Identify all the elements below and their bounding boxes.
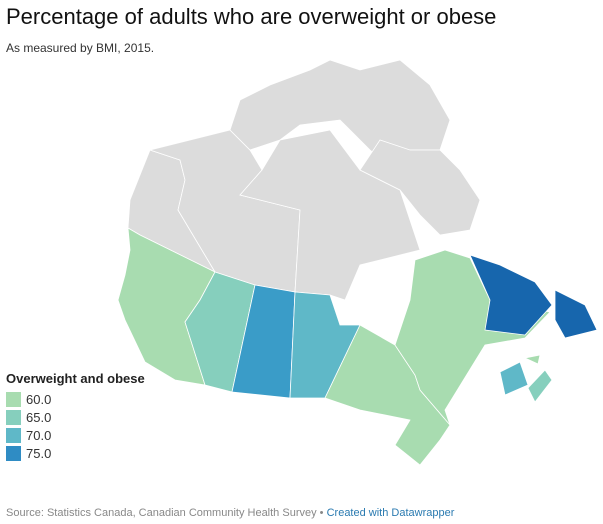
legend-swatch xyxy=(6,409,21,425)
legend-swatch xyxy=(6,391,21,407)
region-baffin-island[interactable] xyxy=(359,139,481,236)
source-text: Source: Statistics Canada, Canadian Comm… xyxy=(6,507,317,519)
legend-item: 70.0 xyxy=(6,426,145,444)
region-new-brunswick[interactable] xyxy=(499,361,529,396)
legend-swatch xyxy=(6,445,21,461)
legend-item: 75.0 xyxy=(6,444,145,462)
region-nova-scotia[interactable] xyxy=(527,369,553,403)
datawrapper-link[interactable]: Created with Datawrapper xyxy=(326,507,455,519)
chart-subtitle: As measured by BMI, 2015. xyxy=(6,41,155,55)
separator: • xyxy=(319,507,324,519)
legend-swatch xyxy=(6,427,21,443)
legend-label: 75.0 xyxy=(26,445,52,461)
legend-title: Overweight and obese xyxy=(6,371,145,386)
chart-title: Percentage of adults who are overweight … xyxy=(6,4,497,29)
region-nunavut[interactable] xyxy=(239,129,421,301)
legend-label: 60.0 xyxy=(26,391,52,407)
footer: Source: Statistics Canada, Canadian Comm… xyxy=(6,507,454,519)
region-newfoundland[interactable] xyxy=(554,289,598,339)
region-pei[interactable] xyxy=(523,354,541,365)
legend-item: 65.0 xyxy=(6,408,145,426)
region-quebec[interactable] xyxy=(394,249,551,426)
legend: Overweight and obese 60.0 65.0 70.0 75.0 xyxy=(6,371,145,462)
legend-label: 70.0 xyxy=(26,427,52,443)
region-labrador[interactable] xyxy=(469,254,553,336)
legend-label: 65.0 xyxy=(26,409,52,425)
territories xyxy=(127,59,481,301)
legend-item: 60.0 xyxy=(6,390,145,408)
